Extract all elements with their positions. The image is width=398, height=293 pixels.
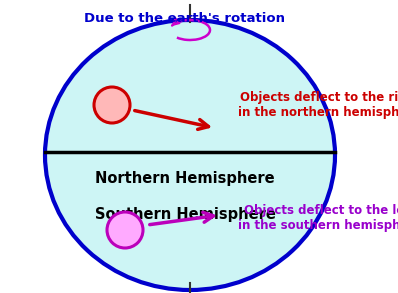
Ellipse shape	[45, 20, 335, 290]
Text: Northern Hemisphere: Northern Hemisphere	[95, 171, 275, 185]
Text: Objects deflect to the left
in the southern hemisphere: Objects deflect to the left in the south…	[238, 204, 398, 232]
Text: Southern Hemisphere: Southern Hemisphere	[95, 207, 275, 222]
Text: Due to the earth's rotation: Due to the earth's rotation	[84, 12, 285, 25]
Circle shape	[94, 87, 130, 123]
Circle shape	[107, 212, 143, 248]
Text: Objects deflect to the right
in the northern hemisphere: Objects deflect to the right in the nort…	[238, 91, 398, 119]
